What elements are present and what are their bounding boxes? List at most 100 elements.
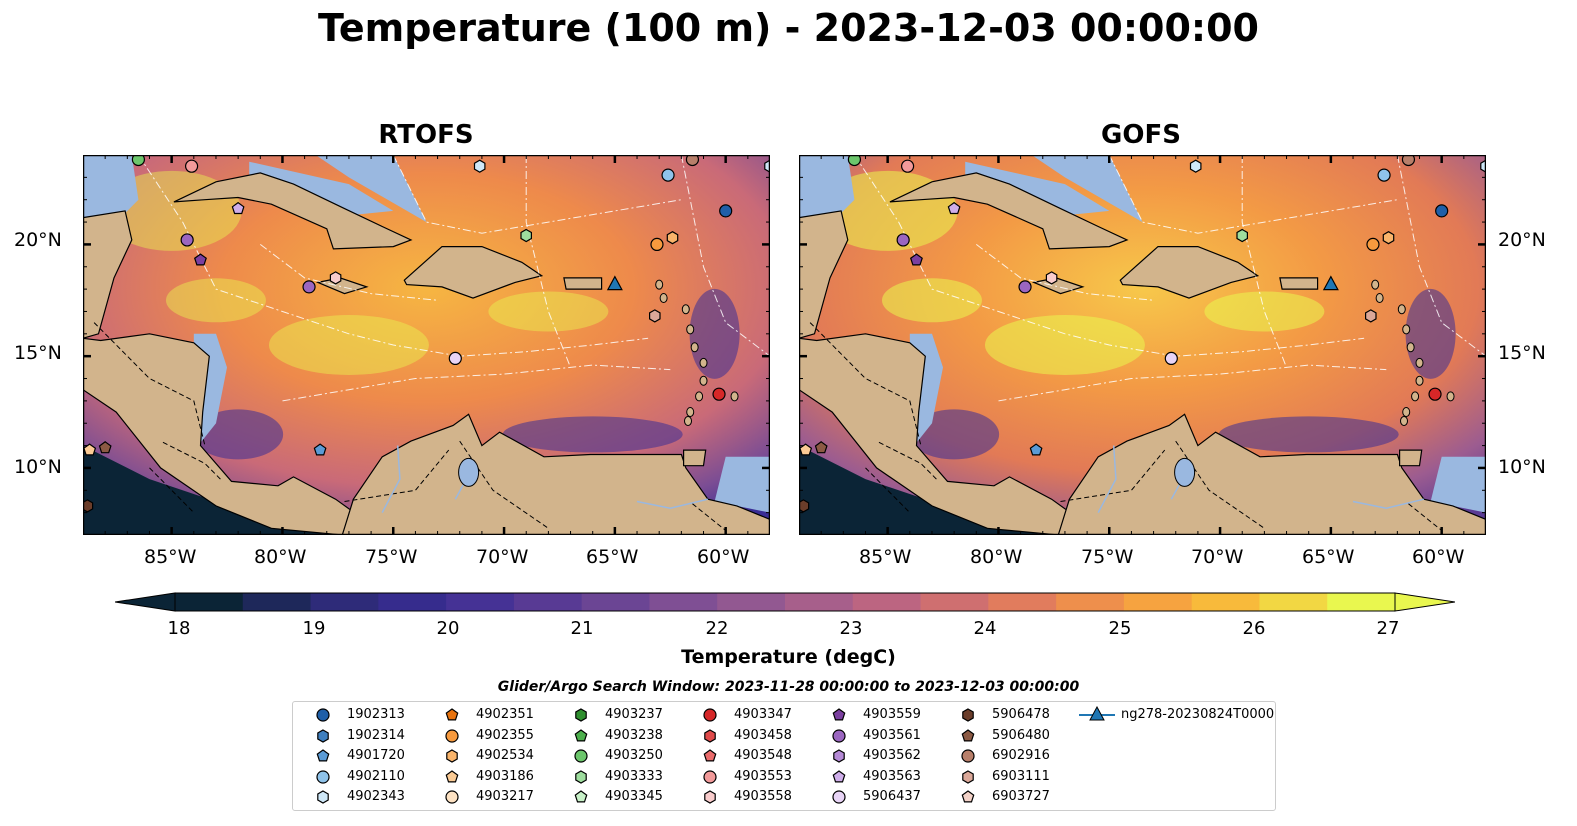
country-border	[1175, 440, 1265, 529]
legend-label: 6902916	[992, 748, 1050, 764]
lesser-antilles-island	[1402, 324, 1411, 335]
warm-patch	[984, 315, 1145, 375]
river	[381, 445, 401, 513]
lon-label-65w-rtofs: 65°W	[586, 546, 639, 568]
argo-float-marker	[1164, 351, 1178, 366]
figure-title: Temperature (100 m) - 2023-12-03 00:00:0…	[317, 6, 1259, 50]
legend-label: 4903347	[734, 707, 792, 722]
legend-marker-shape	[962, 770, 974, 784]
lesser-antilles-island	[1415, 375, 1424, 386]
hispaniola-land	[1119, 245, 1260, 299]
argo-float-marker	[764, 159, 770, 173]
legend-marker-icon	[575, 770, 587, 784]
lon-label-60w-rtofs: 60°W	[697, 546, 750, 568]
legend-marker-icon	[316, 770, 330, 784]
colorbar-tick-26: 26	[1242, 618, 1266, 639]
argo-float-marker	[1029, 443, 1043, 456]
argo-float-marker	[814, 441, 828, 454]
colorbar-bin	[852, 593, 922, 611]
temperature-colorbar	[115, 592, 1455, 612]
argo-float-marker	[648, 309, 661, 323]
legend-marker-icon	[961, 728, 975, 742]
central-america-land	[83, 333, 352, 535]
warm-patch	[881, 278, 982, 323]
lon-label-70w-rtofs: 70°W	[476, 546, 529, 568]
rtofs-panel-title: RTOFS	[378, 120, 474, 150]
eez-boundary	[975, 244, 1154, 301]
country-border	[459, 440, 549, 529]
argo-float-marker	[1045, 271, 1058, 285]
legend-marker-icon	[446, 749, 458, 763]
legend-marker-icon	[832, 770, 846, 783]
lesser-antilles-island	[1371, 279, 1380, 290]
argo-float-marker	[1366, 237, 1380, 252]
pacific-ocean	[83, 445, 327, 535]
lon-label-70w-gofs: 70°W	[1191, 546, 1244, 568]
legend-marker-shape	[445, 770, 459, 783]
colorbar-bin	[242, 593, 312, 611]
legend-marker-shape	[832, 708, 846, 721]
argo-float-marker	[184, 159, 199, 173]
legend-marker-icon	[832, 790, 846, 804]
legend-marker-shape	[832, 790, 846, 804]
colorbar-tick-20: 20	[436, 618, 460, 639]
lesser-antilles-island	[684, 416, 693, 426]
argo-float-marker	[661, 168, 675, 182]
lake-maracaibo	[1174, 457, 1196, 487]
argo-float-marker	[180, 233, 194, 247]
legend-marker-shape	[832, 770, 846, 783]
colorbar-bin	[920, 593, 989, 611]
legend-marker-shape	[445, 790, 459, 804]
lon-label-75w-gofs: 75°W	[1081, 546, 1134, 568]
legend-marker-shape	[703, 708, 717, 722]
legend-marker-icon	[832, 728, 846, 743]
eez-boundary	[259, 244, 438, 301]
lon-label-85w-rtofs: 85°W	[144, 546, 197, 568]
legend-marker-icon	[316, 749, 330, 762]
lat-label-20n-right: 20°N	[1498, 229, 1546, 251]
legend-label: 5906480	[992, 727, 1050, 743]
lesser-antilles-island	[659, 293, 668, 304]
legend-label: 4903237	[605, 707, 663, 722]
yucatan-land	[83, 210, 133, 339]
legend-label: 4903561	[863, 727, 921, 743]
eez-boundary	[1108, 155, 1398, 234]
colorbar-bin	[1327, 593, 1396, 611]
river	[1352, 498, 1425, 509]
colorbar-tick-21: 21	[570, 618, 594, 639]
argo-float-marker	[900, 159, 915, 173]
country-border	[1408, 503, 1443, 531]
lat-label-20n-left: 20°N	[14, 229, 62, 251]
legend-label: 4903345	[605, 789, 663, 805]
cuba-land	[889, 172, 1129, 250]
rtofs-map	[83, 155, 770, 535]
lesser-antilles-island	[699, 375, 708, 386]
continental-shelf	[714, 456, 770, 513]
legend-marker-icon	[574, 728, 588, 742]
argo-float-marker	[650, 237, 664, 252]
lon-label-80w-rtofs: 80°W	[254, 546, 307, 568]
legend-label: 4902355	[476, 727, 534, 743]
legend-marker-shape	[704, 728, 716, 743]
legend-label: 4903333	[605, 768, 663, 784]
colorbar-extend-low	[115, 592, 176, 612]
argo-float-marker	[98, 441, 112, 454]
lesser-antilles-island	[695, 391, 704, 402]
argo-float-marker	[473, 159, 486, 173]
eez-boundary	[1241, 155, 1287, 368]
legend-marker-icon	[961, 790, 975, 803]
legend-marker-icon	[704, 728, 716, 743]
legend-label: 4903562	[863, 748, 921, 764]
colorbar-tick-22: 22	[705, 618, 729, 639]
map-frame	[799, 155, 1486, 535]
legend-marker-icon	[832, 708, 846, 721]
argo-float-marker	[231, 201, 245, 215]
cuba-land	[173, 172, 413, 250]
argo-float-marker	[909, 253, 923, 266]
legend-label: 4903563	[863, 768, 921, 784]
lesser-antilles-island	[730, 391, 739, 402]
argo-float-marker	[799, 499, 810, 513]
glider-marker	[606, 275, 623, 291]
colorbar-bin	[1191, 593, 1260, 611]
legend-marker-icon	[962, 770, 974, 784]
